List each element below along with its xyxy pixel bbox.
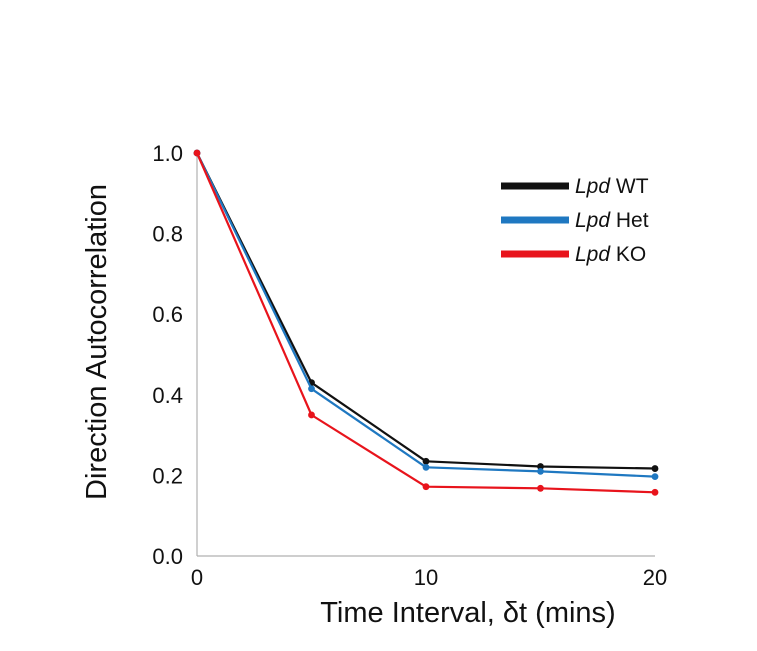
- legend-genotype: KO: [616, 243, 646, 266]
- data-point-ko: [651, 488, 659, 496]
- legend-gene-name: Lpd: [575, 175, 611, 198]
- x-tick-label: 0: [191, 565, 203, 590]
- x-tick-labels: 0 10 20: [191, 565, 667, 590]
- data-point-wt: [422, 457, 430, 465]
- legend-genotype: WT: [616, 175, 649, 198]
- data-point-het: [422, 463, 430, 471]
- legend-gene-name: Lpd: [575, 209, 611, 232]
- data-point-wt: [651, 465, 659, 472]
- y-axis: 0.0 0.2 0.4 0.6 0.8 1.0: [152, 141, 198, 569]
- data-point-ko: [422, 483, 430, 491]
- data-point-ko: [537, 484, 544, 492]
- legend-label: Lpd Het: [575, 209, 649, 232]
- legend-genotype: Het: [616, 209, 649, 232]
- legend-item-wt: Lpd WT: [501, 175, 649, 198]
- data-point-het: [651, 473, 659, 481]
- legend-item-ko: Lpd KO: [501, 243, 646, 266]
- data-point-wt: [537, 463, 544, 470]
- y-tick-label: 0.8: [152, 222, 183, 247]
- data-point-het: [308, 385, 315, 393]
- series-het: [193, 149, 659, 481]
- y-tick-label: 1.0: [152, 141, 183, 166]
- y-axis-title: Direction Autocorrelation: [81, 184, 113, 500]
- x-axis: 0 10 20: [191, 555, 667, 590]
- data-point-ko: [193, 149, 201, 157]
- legend-item-het: Lpd Het: [501, 209, 649, 232]
- series-ko: [193, 149, 659, 496]
- x-tick-label: 10: [414, 565, 438, 590]
- legend-label: Lpd WT: [575, 175, 649, 198]
- y-tick-label: 0.4: [152, 383, 183, 408]
- x-axis-title: Time Interval, δt (mins): [320, 597, 615, 629]
- y-tick-label: 0.0: [152, 544, 183, 569]
- y-tick-label: 0.6: [152, 302, 183, 327]
- x-tick-label: 20: [643, 565, 667, 590]
- legend-gene-name: Lpd: [575, 243, 611, 266]
- y-tick-labels: 0.0 0.2 0.4 0.6 0.8 1.0: [152, 141, 183, 569]
- data-point-ko: [308, 411, 315, 419]
- series-line-het: [196, 152, 656, 478]
- y-tick-label: 0.2: [152, 463, 183, 488]
- series-line-ko: [195, 152, 656, 494]
- data-point-het: [537, 467, 544, 475]
- legend-label: Lpd KO: [575, 243, 646, 266]
- series-layer: [193, 149, 659, 496]
